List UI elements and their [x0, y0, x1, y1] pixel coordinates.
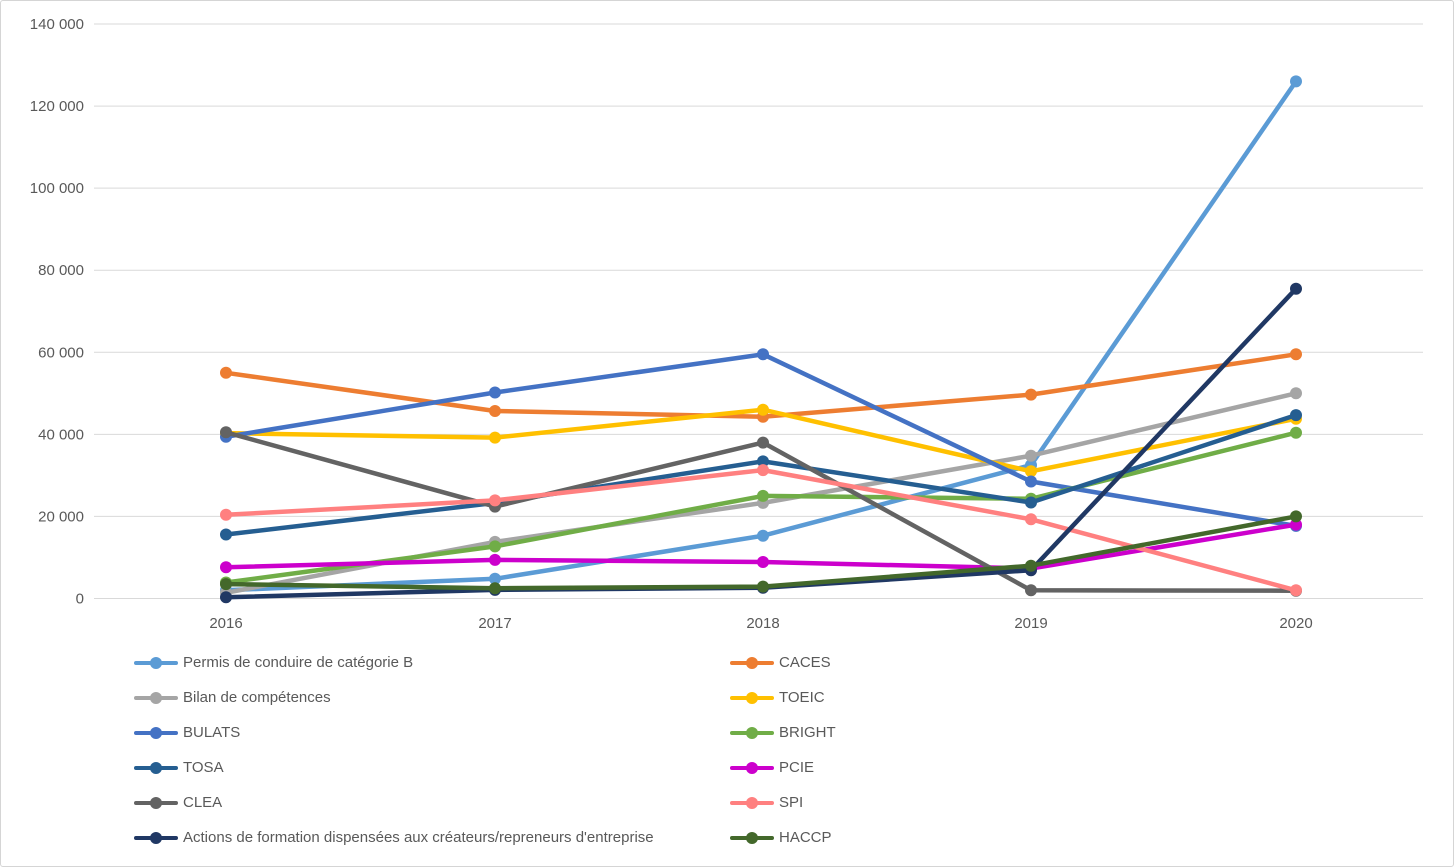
- y-axis-tick-label: 120 000: [30, 98, 84, 115]
- legend-marker-icon: [134, 727, 178, 739]
- legend-marker-icon: [730, 832, 774, 844]
- legend-marker-icon: [730, 657, 774, 669]
- y-axis-tick-label: 0: [76, 591, 84, 608]
- series-point[interactable]: [489, 405, 501, 417]
- series-point[interactable]: [1025, 465, 1037, 478]
- legend-label: BULATS: [183, 724, 241, 741]
- series-point[interactable]: [1290, 75, 1302, 88]
- series-point[interactable]: [757, 436, 769, 449]
- x-axis-tick-label: 2020: [1279, 615, 1312, 632]
- x-axis-tick-label: 2016: [209, 615, 242, 632]
- legend-label: PCIE: [779, 759, 815, 776]
- legend-item-haccp[interactable]: HACCP: [730, 827, 836, 849]
- series-point[interactable]: [489, 572, 501, 585]
- series-point[interactable]: [1290, 348, 1302, 361]
- y-axis-tick-label: 60 000: [38, 344, 84, 361]
- series-point[interactable]: [1290, 426, 1302, 439]
- legend-marker-icon: [134, 762, 178, 774]
- legend-label: CLEA: [183, 794, 223, 811]
- series-point[interactable]: [1025, 388, 1037, 401]
- series-point[interactable]: [1025, 559, 1037, 572]
- legend-label: HACCP: [779, 829, 832, 846]
- legend-label: Actions de formation dispensées aux créa…: [183, 829, 654, 846]
- series-point[interactable]: [1290, 584, 1302, 597]
- y-axis-tick-label: 140 000: [30, 16, 84, 33]
- legend-label: TOSA: [183, 759, 224, 776]
- legend-marker-icon: [134, 797, 178, 809]
- legend-marker-icon: [134, 657, 178, 669]
- series-point[interactable]: [757, 403, 769, 416]
- legend-marker-icon: [730, 797, 774, 809]
- series-point[interactable]: [489, 553, 501, 566]
- legend-marker-icon: [730, 762, 774, 774]
- y-axis-tick-label: 40 000: [38, 426, 84, 443]
- legend-item-bilan-de-competences[interactable]: Bilan de compétences: [134, 687, 654, 709]
- legend-item-bulats[interactable]: BULATS: [134, 722, 654, 744]
- legend-item-pcie[interactable]: PCIE: [730, 757, 836, 779]
- x-axis-tick-label: 2018: [746, 615, 779, 632]
- legend-item-clea[interactable]: CLEA: [134, 792, 654, 814]
- legend-column-right: CACES TOEIC BRIGHT PCIE SPI HACCP: [730, 652, 836, 849]
- series-point[interactable]: [1025, 496, 1037, 509]
- series-point[interactable]: [757, 489, 769, 502]
- series-point[interactable]: [1290, 510, 1302, 523]
- x-axis-tick-label: 2017: [478, 615, 511, 632]
- series-point[interactable]: [1025, 584, 1037, 597]
- legend-item-spi[interactable]: SPI: [730, 792, 836, 814]
- legend-marker-icon: [730, 727, 774, 739]
- series-point[interactable]: [220, 366, 232, 379]
- legend-label: Bilan de compétences: [183, 689, 331, 706]
- x-axis-tick-label: 2019: [1014, 615, 1047, 632]
- series-point[interactable]: [1290, 409, 1302, 422]
- legend-label: CACES: [779, 654, 831, 671]
- series-point[interactable]: [1290, 387, 1302, 400]
- legend-label: Permis de conduire de catégorie B: [183, 654, 414, 671]
- series-point[interactable]: [757, 464, 769, 477]
- legend-item-tosa[interactable]: TOSA: [134, 757, 654, 779]
- series-point[interactable]: [1025, 475, 1037, 488]
- legend-column-left: Permis de conduire de catégorie B Bilan …: [134, 652, 654, 849]
- series-point[interactable]: [220, 426, 232, 439]
- series-point[interactable]: [757, 455, 769, 468]
- legend-marker-icon: [730, 692, 774, 704]
- legend-marker-icon: [134, 832, 178, 844]
- legend-label: TOEIC: [779, 689, 825, 706]
- y-axis-tick-label: 80 000: [38, 262, 84, 279]
- legend-item-caces[interactable]: CACES: [730, 652, 836, 674]
- series-point[interactable]: [220, 508, 232, 521]
- series-point[interactable]: [220, 528, 232, 541]
- series-point[interactable]: [1025, 513, 1037, 526]
- legend-item-toeic[interactable]: TOEIC: [730, 687, 836, 709]
- series-point[interactable]: [489, 494, 501, 507]
- series-point[interactable]: [489, 431, 501, 444]
- y-axis-tick-label: 20 000: [38, 508, 84, 525]
- series-point[interactable]: [220, 561, 232, 574]
- legend-label: SPI: [779, 794, 804, 811]
- series-point[interactable]: [489, 582, 501, 595]
- legend-item-actions-de-formation[interactable]: Actions de formation dispensées aux créa…: [134, 827, 654, 849]
- legend-marker-icon: [134, 692, 178, 704]
- legend-label: BRIGHT: [779, 724, 836, 741]
- line-chart-plot-area[interactable]: 140 000 120 000 100 000 80 000 60 000 40 000 2…: [1, 1, 1453, 646]
- series-point[interactable]: [220, 591, 232, 604]
- series-point[interactable]: [1290, 518, 1302, 531]
- series-point[interactable]: [757, 529, 769, 542]
- legend-item-bright[interactable]: BRIGHT: [730, 722, 836, 744]
- series-point[interactable]: [220, 578, 232, 591]
- series-point[interactable]: [1025, 449, 1037, 462]
- legend-item-permis[interactable]: Permis de conduire de catégorie B: [134, 652, 654, 674]
- series-point[interactable]: [489, 386, 501, 399]
- y-axis-tick-label: 100 000: [30, 180, 84, 197]
- series-point[interactable]: [489, 540, 501, 553]
- series-point[interactable]: [757, 348, 769, 361]
- series-point[interactable]: [757, 556, 769, 568]
- series-point[interactable]: [1290, 282, 1302, 295]
- series-point[interactable]: [757, 580, 769, 593]
